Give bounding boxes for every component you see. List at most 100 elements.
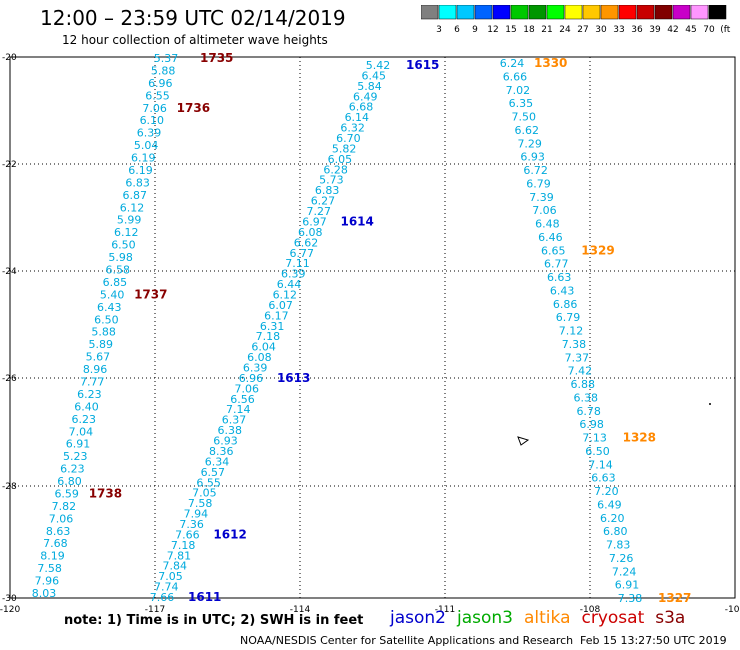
wave-height-value: 7.20 — [594, 485, 619, 498]
wave-height-value: 8.03 — [32, 587, 57, 600]
pass-time-label: 1614 — [340, 214, 373, 228]
pass-time-label: 1737 — [134, 287, 167, 301]
wave-height-value: 7.96 — [35, 575, 60, 588]
island-dot — [709, 403, 711, 405]
y-tick-label: -20 — [2, 53, 17, 63]
x-tick-label: -111 — [435, 605, 455, 615]
satellite-label-cryosat: cryosat — [581, 608, 645, 628]
wave-height-value: 6.14 — [345, 111, 370, 124]
satellite-label-altika: altika — [524, 608, 571, 628]
scale-label: 9 — [472, 25, 478, 35]
scale-label: 3 — [436, 25, 442, 35]
wave-height-value: 6.37 — [222, 414, 247, 427]
wave-height-value: 6.59 — [54, 487, 79, 500]
pass-time-label: 1612 — [213, 527, 246, 541]
wave-height-value: 6.79 — [556, 311, 581, 324]
wave-height-value: 7.14 — [226, 403, 251, 416]
wave-height-value: 7.68 — [43, 537, 68, 550]
wave-height-value: 8.19 — [40, 550, 65, 563]
wave-height-value: 7.66 — [175, 528, 200, 541]
wave-height-value: 6.12 — [114, 226, 139, 239]
wave-height-value: 7.50 — [512, 111, 537, 124]
wave-height-value: 6.63 — [547, 271, 572, 284]
wave-height-value: 7.27 — [306, 205, 331, 218]
y-tick-label: -24 — [2, 267, 17, 277]
chart-title: 12:00 – 23:59 UTC 02/14/2019 — [40, 6, 346, 30]
wave-height-value: 6.80 — [603, 525, 628, 538]
wave-height-value: 7.06 — [142, 102, 167, 115]
wave-height-value: 7.12 — [559, 325, 584, 338]
wave-height-value: 6.35 — [509, 97, 534, 110]
scale-label: 21 — [541, 25, 552, 35]
scale-swatch — [600, 5, 619, 20]
timestamp: Feb 15 13:27:50 UTC 2019 — [580, 634, 727, 647]
wave-height-value: 6.96 — [148, 77, 173, 90]
map-frame — [9, 56, 736, 599]
wave-height-value: 6.58 — [106, 264, 131, 277]
wave-height-value: 6.34 — [205, 455, 230, 468]
wave-height-value: 7.77 — [80, 375, 105, 388]
wave-height-value: 6.24 — [500, 57, 525, 70]
x-tick-label: -117 — [145, 605, 165, 615]
scale-swatch — [672, 5, 691, 20]
satellite-legend: jason2 jason3 altika cryosat s3a — [390, 608, 696, 628]
pass-time-label: 1330 — [534, 56, 567, 70]
satellite-label-jason3: jason3 — [457, 608, 513, 628]
scale-swatch — [564, 5, 583, 20]
wave-height-value: 6.55 — [145, 89, 170, 102]
wave-height-value: 6.87 — [123, 189, 148, 202]
scale-swatch — [456, 5, 475, 20]
wave-height-value: 6.08 — [298, 226, 323, 239]
wave-height-value: 6.98 — [579, 418, 604, 431]
footer-note: note: 1) Time is in UTC; 2) SWH is in fe… — [64, 613, 364, 628]
scale-swatch — [582, 5, 601, 20]
wave-height-value: 7.84 — [162, 560, 187, 573]
wave-height-value: 6.04 — [251, 341, 276, 354]
wave-height-value: 6.49 — [353, 90, 378, 103]
wave-height-value: 6.65 — [541, 244, 566, 257]
wave-height-value: 6.39 — [281, 268, 306, 281]
wave-height-value: 6.83 — [125, 176, 150, 189]
wave-height-value: 5.88 — [151, 64, 176, 77]
wave-height-value: 6.38 — [218, 424, 243, 437]
wave-height-value: 6.20 — [600, 512, 625, 525]
wave-height-value: 7.94 — [184, 508, 209, 521]
wave-height-value: 7.39 — [529, 191, 554, 204]
wave-height-value: 6.19 — [128, 164, 153, 177]
wave-height-value: 7.66 — [150, 591, 175, 604]
scale-label: 15 — [505, 25, 516, 35]
wave-height-value: 5.89 — [88, 338, 113, 351]
wave-height-value: 5.98 — [108, 251, 133, 264]
wave-height-value: 6.96 — [239, 372, 264, 385]
wave-height-value: 5.84 — [357, 80, 382, 93]
wave-height-value: 7.29 — [517, 137, 542, 150]
scale-label: 27 — [577, 25, 588, 35]
pass-time-label: 1329 — [581, 243, 614, 257]
wave-height-value: 5.04 — [134, 139, 159, 152]
wave-height-value: 6.50 — [111, 239, 136, 252]
wave-height-value: 6.05 — [328, 153, 353, 166]
wave-height-value: 7.81 — [167, 549, 192, 562]
wave-height-value: 6.77 — [544, 258, 569, 271]
wave-height-value: 6.07 — [268, 299, 293, 312]
wave-height-value: 6.28 — [323, 163, 348, 176]
wave-height-value: 7.36 — [179, 518, 204, 531]
satellite-label-s3a: s3a — [655, 608, 686, 628]
scale-swatch — [510, 5, 529, 20]
wave-height-value: 7.06 — [49, 512, 74, 525]
pass-time-label: 1736 — [177, 101, 210, 115]
wave-height-value: 6.56 — [230, 393, 255, 406]
wave-height-value: 5.40 — [100, 288, 125, 301]
wave-height-value: 6.80 — [57, 475, 82, 488]
wave-height-value: 5.82 — [332, 142, 357, 155]
wave-height-value: 7.58 — [188, 497, 213, 510]
wave-height-value: 7.05 — [192, 487, 217, 500]
wave-height-value: 7.58 — [37, 562, 62, 575]
wave-height-value: 6.27 — [311, 195, 336, 208]
wave-height-value: 6.49 — [597, 498, 622, 511]
wave-height-value: 5.23 — [63, 450, 88, 463]
scale-swatch — [474, 5, 493, 20]
wave-height-value: 6.39 — [243, 362, 268, 375]
